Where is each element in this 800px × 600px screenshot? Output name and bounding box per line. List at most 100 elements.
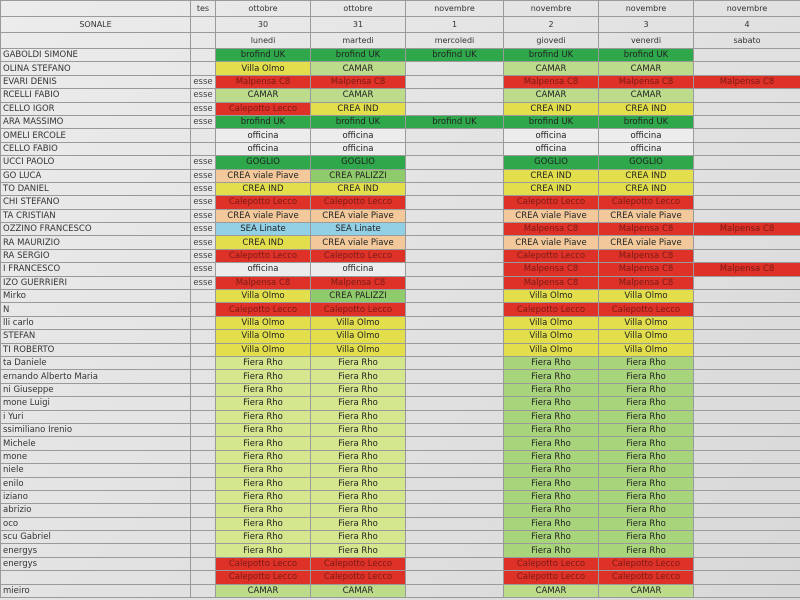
assignment-cell [693, 289, 800, 304]
assignment-cell: Fiera Rho [598, 422, 694, 438]
header-cell: novembre [598, 0, 694, 17]
schedule-row: niele Fiera Rho Fiera Rho Fiera Rho Fiera Rh… [0, 463, 800, 478]
assignment-cell: Fiera Rho [598, 489, 694, 505]
assignment-cell: Fiera Rho [503, 422, 599, 438]
header-cell: tes [190, 0, 216, 17]
tes-cell [190, 409, 216, 424]
person-name: lli carlo [0, 315, 191, 331]
header-cell: 2 [503, 16, 599, 33]
assignment-cell: Fiera Rho [310, 543, 406, 558]
assignment-cell: officina [503, 128, 599, 143]
assignment-cell: CAMAR [598, 583, 694, 599]
assignment-cell: GOGLIO [503, 155, 599, 170]
assignment-cell: Fiera Rho [503, 409, 599, 424]
assignment-cell: Malpensa C8 [310, 74, 406, 90]
assignment-cell: Fiera Rho [598, 382, 694, 398]
person-name: scu Gabriel [0, 530, 191, 545]
header-cell [190, 32, 216, 49]
assignment-cell: CREA IND [503, 168, 599, 183]
assignment-cell: GOGLIO [598, 155, 694, 170]
assignment-cell: Malpensa C8 [598, 275, 694, 291]
schedule-row: scu Gabriel Fiera Rho Fiera Rho Fiera Rho Fi… [0, 530, 800, 545]
assignment-cell: Villa Olmo [598, 315, 694, 331]
assignment-cell [693, 342, 800, 357]
tes-cell [190, 476, 216, 491]
schedule-row: OLINA STEFANO Villa Olmo CAMAR CAMAR CAMAR [0, 61, 800, 76]
person-name: TA CRISTIAN [0, 208, 191, 224]
assignment-cell: Fiera Rho [310, 530, 406, 545]
assignment-cell: Fiera Rho [310, 382, 406, 398]
assignment-cell [405, 141, 504, 157]
header-cell: novembre [693, 0, 800, 17]
assignment-cell: Calepotto Lecco [215, 570, 311, 585]
assignment-cell: CREA viale Piave [215, 168, 311, 183]
assignment-cell: CREA IND [503, 181, 599, 197]
assignment-cell: Fiera Rho [215, 543, 311, 558]
header-cell: 1 [405, 16, 504, 33]
assignment-cell: Fiera Rho [215, 516, 311, 532]
assignment-cell: CREA IND [503, 101, 599, 116]
assignment-cell [693, 556, 800, 572]
header-cell: ottobre [310, 0, 406, 17]
assignment-cell [693, 382, 800, 398]
assignment-cell: CAMAR [310, 61, 406, 76]
tes-cell [190, 583, 216, 599]
assignment-cell [405, 436, 504, 451]
header-cell: 3 [598, 16, 694, 33]
person-name: mone [0, 449, 191, 465]
header-cell [0, 0, 191, 17]
assignment-cell: Fiera Rho [503, 543, 599, 558]
assignment-cell [693, 329, 800, 344]
tes-cell: esse [190, 74, 216, 90]
assignment-cell: Malpensa C8 [503, 275, 599, 291]
assignment-cell: officina [503, 141, 599, 157]
assignment-cell: Villa Olmo [215, 329, 311, 344]
assignment-cell: Malpensa C8 [693, 262, 800, 277]
assignment-cell: brofind UK [598, 47, 694, 63]
assignment-cell [405, 422, 504, 438]
assignment-cell: Calepotto Lecco [310, 302, 406, 317]
assignment-cell: Villa Olmo [503, 289, 599, 304]
assignment-cell [693, 168, 800, 183]
person-name: OLINA STEFANO [0, 61, 191, 76]
assignment-cell: Fiera Rho [215, 409, 311, 424]
schedule-row: oco Fiera Rho Fiera Rho Fiera Rho Fiera Rho [0, 516, 800, 532]
person-name: I FRANCESCO [0, 262, 191, 277]
assignment-cell [693, 355, 800, 371]
assignment-cell: CREA viale Piave [310, 235, 406, 250]
assignment-cell: Malpensa C8 [598, 74, 694, 90]
assignment-cell: Fiera Rho [215, 449, 311, 465]
header-cell: sabato [693, 32, 800, 49]
schedule-row: Michele Fiera Rho Fiera Rho Fiera Rho Fiera … [0, 436, 800, 451]
assignment-cell [693, 449, 800, 465]
header-row: SONALE 30 31 1 2 3 4 [0, 16, 800, 33]
person-name: GO LUCA [0, 168, 191, 183]
header-cell: mercoledi [405, 32, 504, 49]
schedule-row: CELLO FABIO officina officina officina offic… [0, 141, 800, 157]
person-name: ta Daniele [0, 355, 191, 371]
assignment-cell [693, 409, 800, 424]
schedule-row: UCCI PAOLO esse GOGLIO GOGLIO GOGLIO GOGLIO [0, 155, 800, 170]
assignment-cell: Fiera Rho [503, 516, 599, 532]
tes-cell [190, 302, 216, 317]
assignment-cell: CREA IND [215, 235, 311, 250]
assignment-cell [693, 422, 800, 438]
tes-cell [190, 396, 216, 411]
assignment-cell: Fiera Rho [215, 489, 311, 505]
schedule-row: lli carlo Villa Olmo Villa Olmo Villa Olmo V… [0, 315, 800, 331]
assignment-cell: brofind UK [503, 114, 599, 130]
person-name: i Yuri [0, 409, 191, 424]
assignment-cell: Fiera Rho [310, 449, 406, 465]
assignment-cell: Calepotto Lecco [598, 195, 694, 210]
tes-cell [190, 355, 216, 371]
assignment-cell: Fiera Rho [598, 516, 694, 532]
schedule-row: Calepotto Lecco Calepotto Lecco Calepotto … [0, 570, 800, 585]
assignment-cell [693, 436, 800, 451]
assignment-cell: brofind UK [598, 114, 694, 130]
assignment-cell: CREA IND [598, 168, 694, 183]
schedule-row: ARA MASSIMO esse brofind UK brofind UK brofi… [0, 114, 800, 130]
assignment-cell: Villa Olmo [215, 289, 311, 304]
assignment-cell: Fiera Rho [215, 476, 311, 491]
schedule-row: CELLO IGOR esse Calepotto Lecco CREA IND CRE… [0, 101, 800, 116]
assignment-cell [405, 181, 504, 197]
